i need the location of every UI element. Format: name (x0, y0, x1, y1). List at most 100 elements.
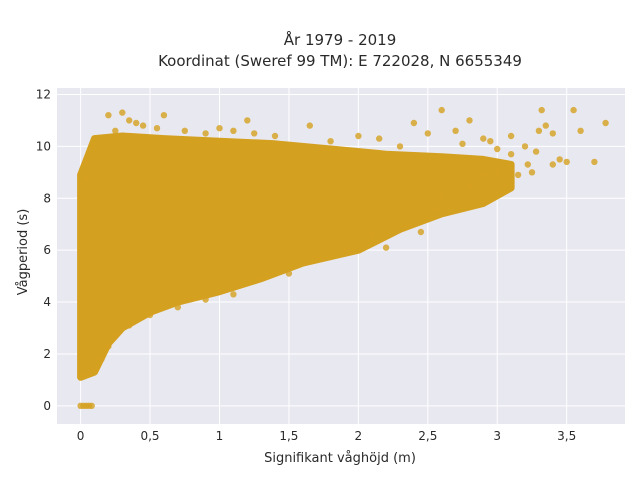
x-tick-label: 3,5 (557, 429, 576, 443)
scatter-point (602, 119, 609, 127)
scatter-point (88, 402, 95, 409)
scatter-point (230, 127, 237, 134)
x-tick-label: 0 (77, 429, 85, 443)
scatter-point (98, 355, 105, 363)
scatter-point (81, 372, 89, 380)
scatter-point (549, 130, 556, 137)
scatter-point (532, 148, 540, 155)
y-tick-label: 6 (43, 243, 51, 257)
x-tick-label: 3 (493, 429, 501, 443)
scatter-point (521, 143, 529, 150)
scatter-point (119, 109, 126, 116)
scatter-point (542, 122, 549, 129)
scatter-point (369, 231, 376, 238)
scatter-point (466, 117, 473, 124)
scatter-point (535, 127, 543, 134)
y-tick-label: 4 (43, 295, 51, 309)
scatter-point (271, 132, 279, 140)
density-region (77, 132, 515, 381)
scatter-point (466, 182, 473, 189)
x-tick-label: 2 (355, 429, 363, 443)
y-tick-label: 12 (36, 87, 51, 101)
scatter-point (202, 296, 209, 303)
scatter-point (563, 158, 570, 166)
scatter-point (549, 161, 556, 168)
scatter-point (230, 291, 237, 298)
y-axis-title: Vågperiod (s) (16, 209, 31, 296)
x-axis-title: Signifikant våghöjd (m) (264, 451, 416, 466)
scatter-point (285, 270, 293, 277)
scatter-point (84, 174, 91, 181)
scatter-point (160, 112, 168, 119)
scatter-point (181, 127, 188, 134)
scatter-point (410, 119, 418, 127)
scatter-point (487, 138, 494, 145)
scatter-point (126, 117, 133, 124)
scatter-point (146, 311, 154, 319)
y-tick-label: 2 (43, 347, 51, 361)
scatter-point (244, 117, 251, 124)
y-tick-label: 10 (36, 139, 51, 153)
scatter-point (126, 322, 133, 329)
scatter-point (153, 125, 161, 132)
y-tick-label: 8 (43, 191, 51, 205)
scatter-point (355, 132, 362, 140)
scatter-point (514, 171, 522, 179)
scatter-point (105, 343, 112, 350)
scatter-point (112, 127, 119, 134)
y-axis-ticks: 0 2 4 6 8 10 12 (36, 87, 51, 412)
scatter-point (216, 125, 223, 132)
scatter-point (327, 138, 334, 145)
scatter-point (431, 205, 438, 212)
scatter-point (403, 221, 411, 228)
scatter-point (202, 130, 209, 137)
scatter-point (480, 135, 487, 142)
scatter-point (480, 171, 487, 179)
scatter-point (382, 244, 390, 251)
scatter-point (459, 140, 466, 147)
scatter-point (91, 366, 98, 373)
scatter-point (438, 192, 445, 199)
y-tick-label: 0 (43, 399, 51, 413)
scatter-point (556, 156, 563, 163)
scatter-point (452, 127, 459, 134)
scatter-point (306, 122, 313, 129)
scatter-point (133, 119, 140, 127)
x-axis-ticks: 0 0,5 1 1,5 2 2,5 3 3,5 (77, 429, 576, 443)
scatter-point (341, 247, 348, 254)
scatter-point (88, 143, 95, 150)
chart-title-line-2: Koordinat (Sweref 99 TM): E 722028, N 66… (158, 52, 522, 70)
scatter-point (524, 161, 531, 168)
scatter-point (570, 106, 577, 114)
chart-title-line-1: År 1979 - 2019 (284, 30, 397, 49)
scatter-dense-cloud (77, 132, 515, 381)
scatter-point (494, 169, 501, 176)
scatter-point (83, 158, 90, 166)
scatter-point (174, 304, 181, 311)
scatter-point (396, 143, 404, 150)
scatter-point (85, 368, 93, 376)
scatter-point (251, 130, 258, 137)
scatter-point (577, 127, 584, 134)
scatter-point (257, 275, 265, 282)
scatter-point (494, 145, 501, 153)
scatter-point (538, 106, 545, 114)
scatter-point (417, 228, 425, 236)
x-tick-label: 1 (216, 429, 224, 443)
scatter-point (376, 135, 383, 142)
chart-title: År 1979 - 2019 Koordinat (Sweref 99 TM):… (158, 30, 522, 70)
x-tick-label: 2,5 (418, 429, 437, 443)
scatter-point (313, 254, 320, 262)
scatter-point (105, 112, 112, 119)
scatter-point (507, 132, 515, 140)
data-points (77, 106, 609, 409)
scatter-point (112, 332, 119, 339)
scatter-point (507, 151, 515, 158)
scatter-point (591, 158, 598, 166)
x-tick-label: 1,5 (279, 429, 298, 443)
scatter-point (424, 130, 431, 137)
scatter-point (139, 122, 147, 129)
x-tick-label: 0,5 (140, 429, 159, 443)
